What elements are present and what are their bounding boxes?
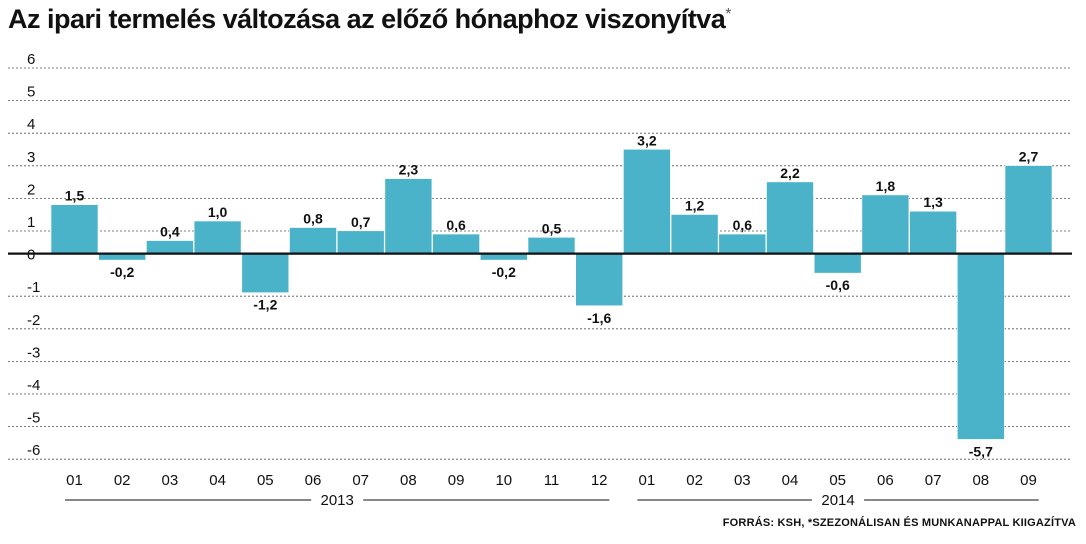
x-tick-label: 08 (972, 472, 989, 489)
bar (289, 227, 337, 254)
y-tick-label: 2 (27, 181, 35, 198)
x-tick-label: 04 (209, 472, 226, 489)
x-tick-label: 02 (686, 472, 703, 489)
bar (766, 181, 814, 254)
value-label: 0,4 (160, 224, 180, 240)
y-tick-label: 6 (27, 51, 35, 68)
x-tick-label: 12 (591, 472, 608, 489)
x-tick-label: 02 (114, 472, 131, 489)
value-label: 1,2 (685, 197, 705, 213)
bar (956, 253, 1005, 440)
value-label: -1,6 (587, 310, 611, 326)
bar (146, 240, 194, 254)
value-label: 1,0 (208, 204, 228, 220)
x-tick-label: 07 (352, 472, 369, 489)
value-label: 0,5 (542, 220, 562, 236)
year-label: 2014 (821, 492, 854, 509)
bar (50, 204, 99, 254)
bar (384, 178, 433, 254)
year-label: 2013 (321, 492, 354, 509)
bar (336, 230, 385, 254)
title-footnote-mark: * (725, 6, 731, 23)
value-labels: 1,5 -0,2 0,4 1,0 -1,2 0,8 0,7 2,3 0,6 -0,2 0,5 -1,6… (65, 132, 1039, 459)
bar (909, 210, 957, 254)
x-tick-label: 03 (734, 472, 751, 489)
x-tick-label: 07 (925, 472, 942, 489)
x-tick-label: 09 (448, 472, 465, 489)
x-tick-label: 01 (639, 472, 656, 489)
y-tick-label: -4 (27, 377, 40, 394)
chart-title: Az ipari termelés változása az előző hón… (8, 4, 731, 35)
y-tick-label: -6 (27, 442, 40, 459)
x-tick-label: 01 (66, 472, 83, 489)
bar (718, 233, 767, 254)
bar (623, 148, 671, 254)
value-label: -5,7 (969, 443, 993, 459)
value-label: 1,3 (923, 194, 943, 210)
value-label: 3,2 (637, 132, 657, 148)
value-label: -1,2 (253, 297, 277, 313)
value-label: 0,8 (303, 211, 323, 227)
x-tick-label: 06 (305, 472, 322, 489)
bar (193, 220, 242, 254)
value-label: 2,3 (399, 162, 419, 178)
y-tick-label: -1 (27, 279, 40, 296)
value-label: 2,2 (780, 165, 800, 181)
y-tick-label: -3 (27, 344, 40, 361)
y-axis-labels: 6 5 4 3 2 1 0 -1 -2 -3 -4 -5 -6 (27, 51, 40, 459)
bar (670, 214, 719, 254)
chart-title-text: Az ipari termelés változása az előző hón… (8, 4, 726, 34)
y-tick-label: 3 (27, 149, 35, 166)
x-tick-label: 06 (877, 472, 894, 489)
value-label: -0,2 (492, 264, 516, 280)
value-label: 1,5 (65, 188, 85, 204)
x-tick-label: 05 (257, 472, 274, 489)
x-tick-label: 09 (1020, 472, 1037, 489)
bar (432, 233, 480, 254)
bar (241, 253, 290, 294)
bar (575, 253, 624, 307)
y-tick-label: -2 (27, 312, 40, 329)
y-tick-label: -5 (27, 410, 40, 427)
y-tick-label: 5 (27, 84, 35, 101)
value-label: 2,7 (1019, 149, 1039, 165)
bar (1004, 165, 1053, 254)
value-label: 0,6 (446, 217, 466, 233)
source-note: FORRÁS: KSH, *SZEZONÁLISAN ÉS MUNKANAPPA… (722, 517, 1076, 529)
x-tick-label: 10 (495, 472, 512, 489)
value-label: -0,2 (110, 264, 134, 280)
x-tick-label: 04 (782, 472, 799, 489)
y-tick-label: 4 (27, 116, 35, 133)
bars (50, 148, 1053, 440)
x-tick-label: 05 (829, 472, 846, 489)
value-label: 0,7 (351, 214, 371, 230)
grid-lines (8, 67, 1072, 460)
bar (527, 237, 576, 254)
value-label: 0,6 (733, 217, 753, 233)
year-groups: 2013 2014 (65, 492, 1039, 509)
bar (813, 253, 862, 274)
value-label: 1,8 (876, 178, 896, 194)
x-tick-label: 08 (400, 472, 417, 489)
value-label: -0,6 (826, 277, 850, 293)
x-tick-label: 03 (162, 472, 179, 489)
x-axis-labels: 01 02 03 04 05 06 07 08 09 10 11 12 01 02 03 04 05 06 07 08… (66, 472, 1037, 489)
bar (861, 194, 910, 254)
y-tick-label: 0 (27, 247, 35, 264)
x-tick-label: 11 (544, 472, 560, 489)
y-tick-label: 1 (27, 214, 35, 231)
